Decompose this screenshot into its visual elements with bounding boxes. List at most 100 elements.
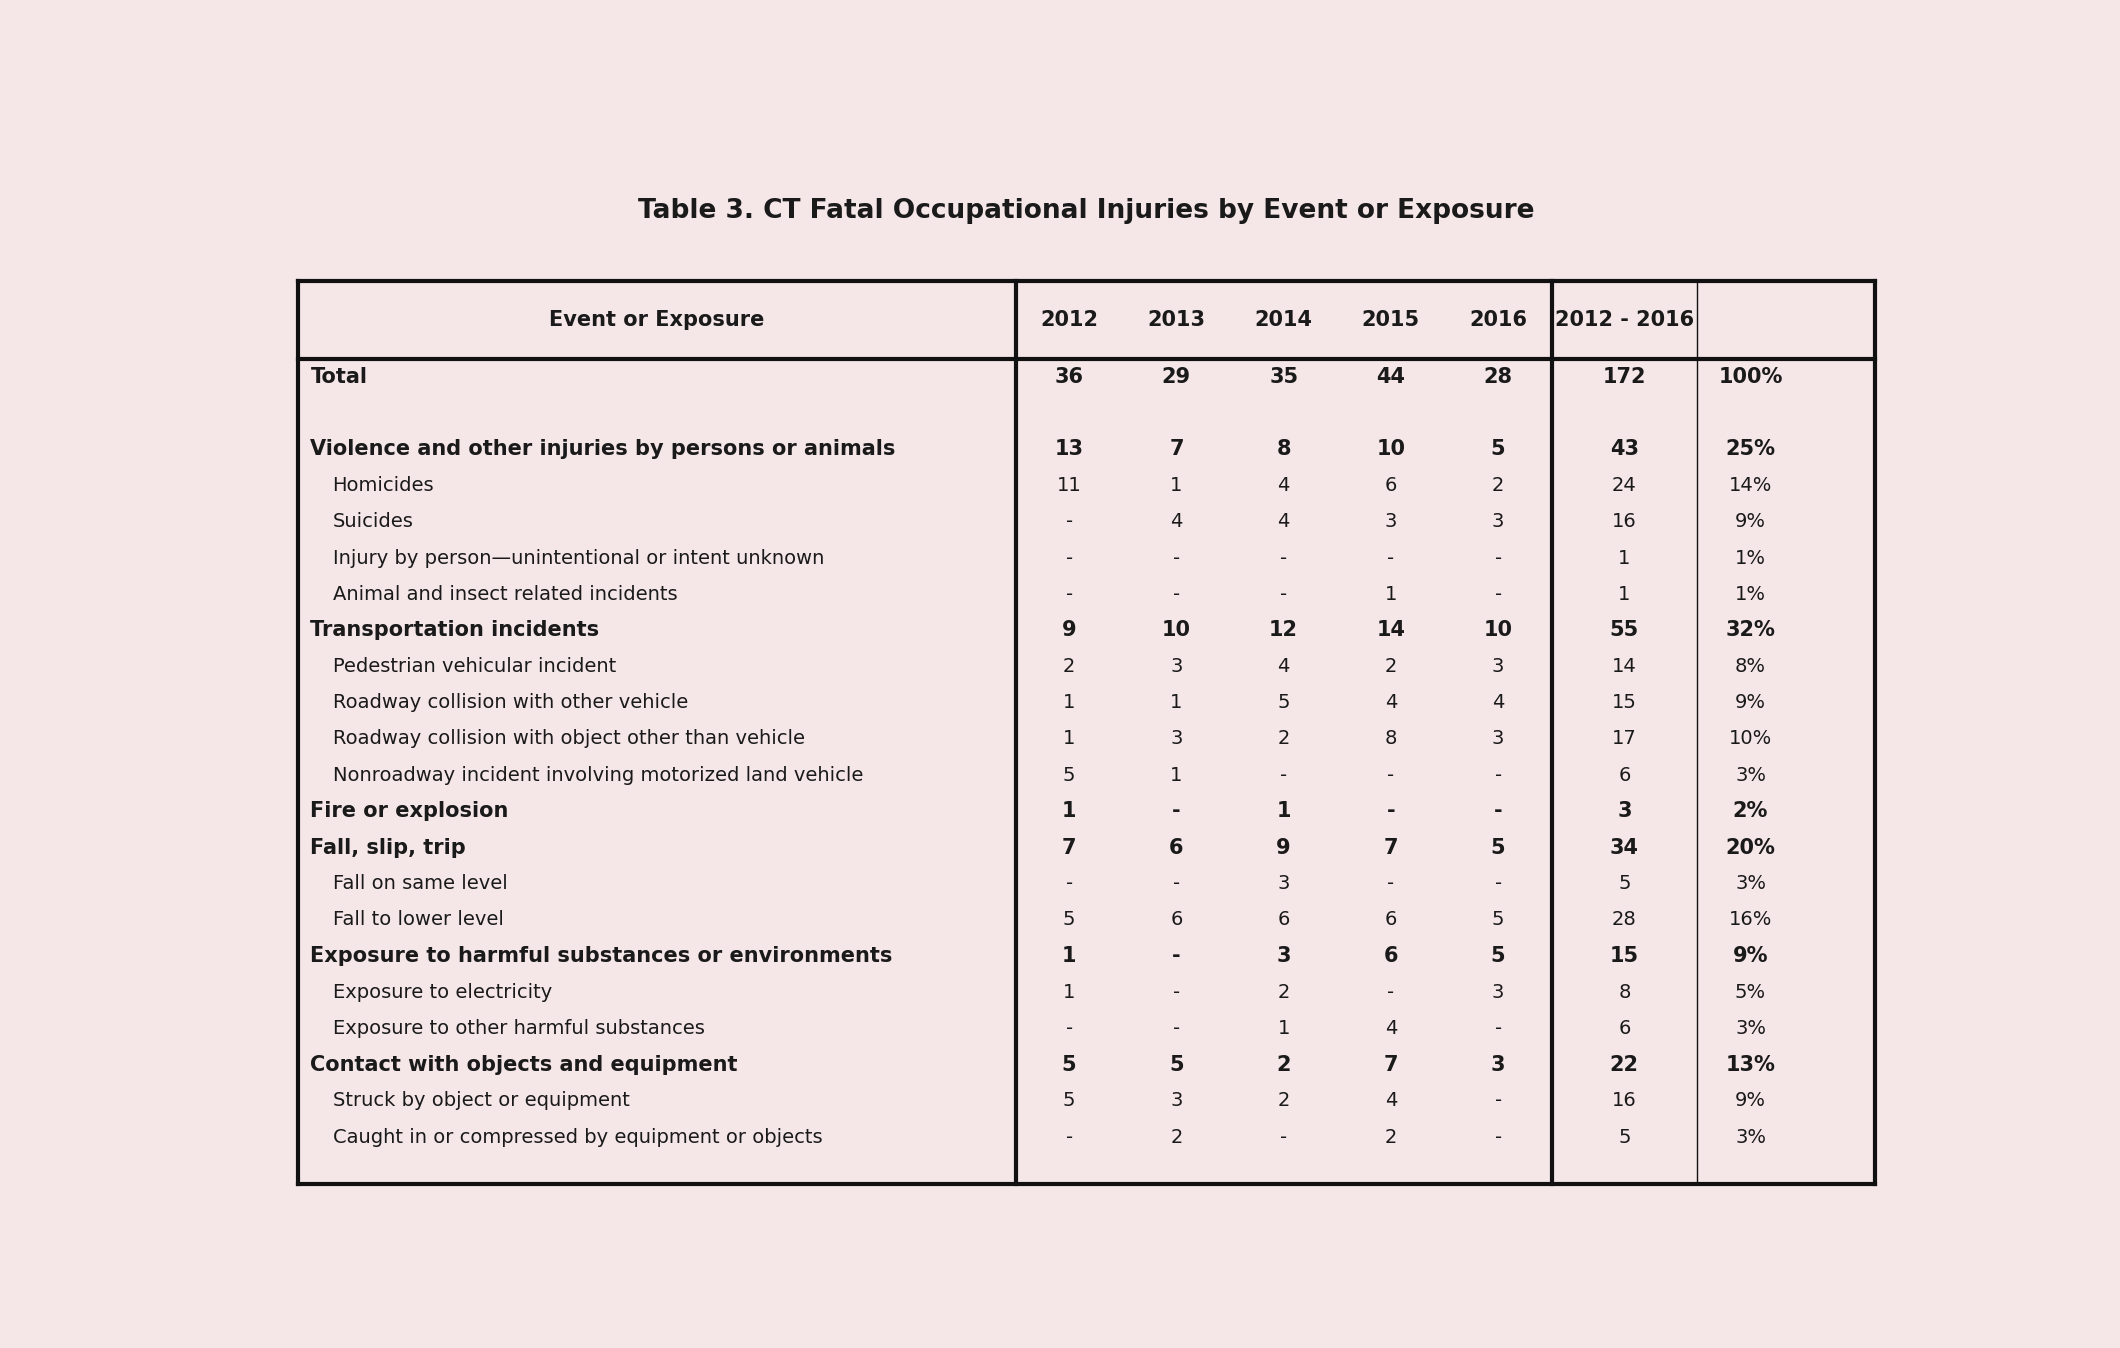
Text: 1: 1 <box>1384 585 1397 604</box>
Text: 10: 10 <box>1376 439 1406 460</box>
Text: Total: Total <box>310 367 367 387</box>
Text: -: - <box>1172 983 1181 1002</box>
Text: 5: 5 <box>1618 1127 1630 1147</box>
Text: 3: 3 <box>1492 512 1505 531</box>
Text: -: - <box>1386 983 1395 1002</box>
Text: 1: 1 <box>1170 476 1183 495</box>
Text: 2013: 2013 <box>1147 310 1206 330</box>
Text: 17: 17 <box>1611 729 1637 748</box>
Text: 2%: 2% <box>1732 801 1768 821</box>
Text: 3: 3 <box>1618 801 1632 821</box>
Text: 13%: 13% <box>1726 1054 1774 1074</box>
Text: 4: 4 <box>1278 656 1289 677</box>
Text: 5: 5 <box>1062 910 1075 930</box>
Text: 32%: 32% <box>1726 620 1774 640</box>
Text: Fall, slip, trip: Fall, slip, trip <box>310 837 466 857</box>
Text: 16: 16 <box>1611 1092 1637 1111</box>
Text: 10: 10 <box>1162 620 1191 640</box>
Text: 4: 4 <box>1170 512 1183 531</box>
Text: 1: 1 <box>1062 729 1075 748</box>
Text: 1%: 1% <box>1734 585 1766 604</box>
Text: -: - <box>1172 1019 1181 1038</box>
Text: 3: 3 <box>1278 875 1289 894</box>
Text: 9%: 9% <box>1734 693 1766 712</box>
Text: 2: 2 <box>1492 476 1505 495</box>
Text: -: - <box>1386 875 1395 894</box>
Text: 6: 6 <box>1278 910 1289 930</box>
Text: 3%: 3% <box>1734 875 1766 894</box>
Text: 28: 28 <box>1611 910 1637 930</box>
Text: 2: 2 <box>1384 656 1397 677</box>
Text: 5%: 5% <box>1734 983 1766 1002</box>
Text: 3%: 3% <box>1734 1019 1766 1038</box>
Text: 7: 7 <box>1062 837 1077 857</box>
Text: -: - <box>1172 549 1181 568</box>
Text: 3: 3 <box>1170 1092 1183 1111</box>
Text: 1: 1 <box>1062 801 1077 821</box>
Text: 5: 5 <box>1278 693 1289 712</box>
Text: -: - <box>1172 946 1181 967</box>
Text: -: - <box>1280 549 1287 568</box>
Text: 9: 9 <box>1276 837 1291 857</box>
Text: Caught in or compressed by equipment or objects: Caught in or compressed by equipment or … <box>333 1127 823 1147</box>
Text: Injury by person—unintentional or intent unknown: Injury by person—unintentional or intent… <box>333 549 825 568</box>
Text: -: - <box>1066 1127 1073 1147</box>
Text: 3: 3 <box>1490 1054 1505 1074</box>
Text: 3: 3 <box>1384 512 1397 531</box>
Text: 6: 6 <box>1170 910 1183 930</box>
Text: 1: 1 <box>1062 946 1077 967</box>
Text: -: - <box>1495 875 1501 894</box>
Text: 55: 55 <box>1609 620 1639 640</box>
Text: 6: 6 <box>1618 766 1630 785</box>
Text: 8: 8 <box>1618 983 1630 1002</box>
Text: Fall on same level: Fall on same level <box>333 875 507 894</box>
Text: 43: 43 <box>1609 439 1639 460</box>
Text: Transportation incidents: Transportation incidents <box>310 620 600 640</box>
Text: 15: 15 <box>1611 693 1637 712</box>
Text: 3: 3 <box>1492 983 1505 1002</box>
Text: -: - <box>1386 801 1395 821</box>
Text: 5: 5 <box>1490 439 1505 460</box>
Text: 5: 5 <box>1062 1092 1075 1111</box>
Text: Event or Exposure: Event or Exposure <box>549 310 765 330</box>
Text: 3: 3 <box>1170 729 1183 748</box>
Text: Table 3. CT Fatal Occupational Injuries by Event or Exposure: Table 3. CT Fatal Occupational Injuries … <box>638 198 1535 224</box>
Text: 2012 - 2016: 2012 - 2016 <box>1554 310 1694 330</box>
Text: -: - <box>1066 1019 1073 1038</box>
Text: 3: 3 <box>1170 656 1183 677</box>
Text: 29: 29 <box>1162 367 1191 387</box>
Text: 9%: 9% <box>1734 1092 1766 1111</box>
Text: 28: 28 <box>1484 367 1514 387</box>
Text: 3: 3 <box>1492 656 1505 677</box>
Text: 2015: 2015 <box>1361 310 1420 330</box>
Text: Contact with objects and equipment: Contact with objects and equipment <box>310 1054 738 1074</box>
Text: 5: 5 <box>1618 875 1630 894</box>
Text: -: - <box>1172 801 1181 821</box>
Text: 20%: 20% <box>1726 837 1774 857</box>
Text: Pedestrian vehicular incident: Pedestrian vehicular incident <box>333 656 615 677</box>
Text: 8%: 8% <box>1734 656 1766 677</box>
Text: 4: 4 <box>1384 693 1397 712</box>
Text: 5: 5 <box>1492 910 1505 930</box>
Text: -: - <box>1495 585 1501 604</box>
Text: 2016: 2016 <box>1469 310 1526 330</box>
Text: -: - <box>1280 766 1287 785</box>
Text: 34: 34 <box>1609 837 1639 857</box>
Text: 1%: 1% <box>1734 549 1766 568</box>
Text: 2: 2 <box>1170 1127 1183 1147</box>
Text: 2: 2 <box>1276 1054 1291 1074</box>
Text: -: - <box>1280 585 1287 604</box>
Text: 1: 1 <box>1278 1019 1289 1038</box>
Text: 16: 16 <box>1611 512 1637 531</box>
Text: Fall to lower level: Fall to lower level <box>333 910 502 930</box>
Text: -: - <box>1495 1092 1501 1111</box>
Text: Roadway collision with object other than vehicle: Roadway collision with object other than… <box>333 729 806 748</box>
Text: Animal and insect related incidents: Animal and insect related incidents <box>333 585 676 604</box>
Text: 5: 5 <box>1490 946 1505 967</box>
Text: -: - <box>1066 585 1073 604</box>
Text: 15: 15 <box>1609 946 1639 967</box>
Text: 4: 4 <box>1384 1092 1397 1111</box>
Text: 44: 44 <box>1376 367 1406 387</box>
Text: 8: 8 <box>1276 439 1291 460</box>
Text: -: - <box>1495 1019 1501 1038</box>
